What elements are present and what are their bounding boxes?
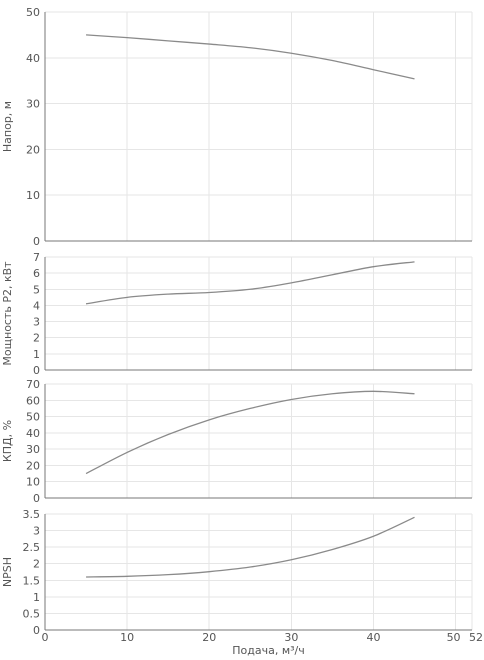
y-tick-label: 50 xyxy=(26,411,40,424)
y-tick-label: 2 xyxy=(33,558,40,571)
y-tick-label: 30 xyxy=(26,98,40,111)
y-tick-label: 1.5 xyxy=(23,574,41,587)
y-tick-label: 60 xyxy=(26,394,40,407)
y-tick-label: 0.5 xyxy=(23,607,41,620)
y-axis-label: NPSH xyxy=(1,557,14,587)
x-axis-label: Подача, м³/ч xyxy=(232,644,305,657)
y-tick-label: 0 xyxy=(33,364,40,377)
series-line xyxy=(85,390,415,475)
y-tick-label: 40 xyxy=(26,52,40,65)
y-axis-label: КПД, % xyxy=(1,420,14,462)
x-tick-label: 20 xyxy=(202,631,216,644)
y-tick-label: 6 xyxy=(33,267,40,280)
x-tick-label: 0 xyxy=(42,631,49,644)
y-tick-label: 20 xyxy=(26,459,40,472)
y-tick-label: 3 xyxy=(33,525,40,538)
y-tick-label: 2.5 xyxy=(23,541,41,554)
y-tick-label: 30 xyxy=(26,443,40,456)
x-tick-label: 10 xyxy=(120,631,134,644)
y-tick-label: 2 xyxy=(33,332,40,345)
y-tick-label: 3.5 xyxy=(23,508,41,521)
y-tick-label: 40 xyxy=(26,427,40,440)
y-axis-label: Мощность P2, кВт xyxy=(1,261,14,366)
x-tick-label: 52 xyxy=(469,631,483,644)
y-tick-label: 50 xyxy=(26,6,40,19)
y-tick-label: 1 xyxy=(33,591,40,604)
y-tick-label: 10 xyxy=(26,476,40,489)
y-tick-label: 0 xyxy=(33,624,40,637)
y-tick-label: 70 xyxy=(26,378,40,391)
y-tick-label: 0 xyxy=(33,235,40,248)
x-tick-label: 30 xyxy=(284,631,298,644)
x-tick-label: 40 xyxy=(366,631,380,644)
y-tick-label: 10 xyxy=(26,189,40,202)
y-tick-label: 0 xyxy=(33,492,40,505)
series-line xyxy=(86,516,415,578)
y-tick-label: 7 xyxy=(33,251,40,264)
series-line xyxy=(86,34,415,80)
y-tick-label: 4 xyxy=(33,299,40,312)
y-tick-label: 3 xyxy=(33,316,40,329)
y-axis-label: Напор, м xyxy=(1,101,14,152)
y-tick-label: 1 xyxy=(33,348,40,361)
series-line xyxy=(85,261,415,305)
y-tick-label: 20 xyxy=(26,143,40,156)
x-tick-label: 50 xyxy=(447,631,461,644)
y-tick-label: 5 xyxy=(33,283,40,296)
